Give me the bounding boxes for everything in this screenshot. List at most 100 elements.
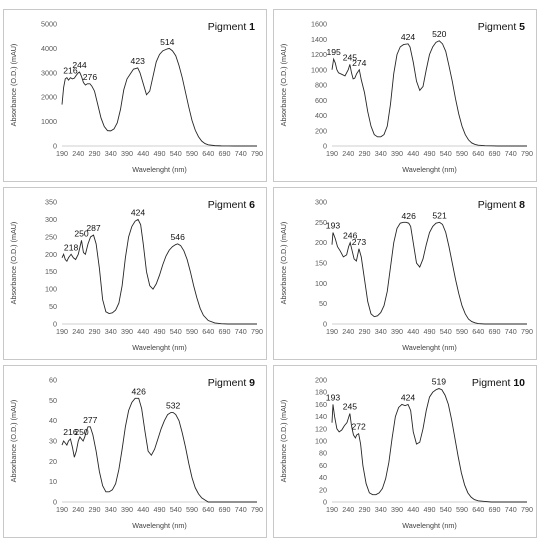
panel-title-number: 1 [249,21,255,33]
y-tick-label: 0 [323,320,327,329]
x-tick-label: 790 [521,505,533,514]
x-tick-label: 640 [472,149,484,158]
x-tick-label: 190 [326,149,338,158]
y-axis-title: Absorbance (O.D.) (mAU) [279,222,288,305]
y-tick-label: 3000 [41,68,57,77]
x-tick-label: 390 [391,505,403,514]
y-tick-label: 150 [45,267,57,276]
x-tick-label: 290 [359,327,371,336]
y-axis-title: Absorbance (O.D.) (mAU) [279,44,288,127]
peak-label: 273 [352,237,367,247]
y-tick-label: 200 [315,126,327,135]
x-tick-label: 190 [326,327,338,336]
y-tick-label: 120 [315,424,327,433]
x-tick-label: 540 [170,149,182,158]
chart-svg: 0 200 400 600 800 1000 1200 1400 1600 190 240 290 34… [279,20,533,175]
y-tick-label: 50 [49,302,57,311]
y-tick-label: 100 [315,279,327,288]
y-tick-label: 160 [315,400,327,409]
panel-title-number: 8 [519,199,525,211]
y-axis-title: Absorbance (O.D.) (mAU) [9,222,18,305]
chart-svg: 0 50 100 150 200 250 300 190 240 290 340 390 440 490 5… [279,198,533,353]
peak-label: 546 [171,232,186,242]
peak-label: 514 [160,37,175,47]
x-tick-label: 690 [219,327,231,336]
x-tick-label: 190 [56,327,68,336]
y-tick-label: 300 [315,198,327,207]
y-tick-label: 800 [315,81,327,90]
x-tick-label: 540 [440,149,452,158]
y-tick-label: 0 [53,320,57,329]
x-tick-label: 590 [186,149,198,158]
panel-title: Pigment 1 [208,21,255,33]
chart-panel: 0 50 100 150 200 250 300 190 240 290 340 390 440 490 5… [273,187,537,360]
x-tick-label: 440 [137,327,149,336]
x-tick-label: 690 [219,505,231,514]
y-tick-label: 1600 [311,20,327,29]
peak-label: 426 [402,211,417,221]
x-tick-label: 640 [202,149,214,158]
x-tick-label: 590 [186,327,198,336]
x-tick-label: 640 [472,327,484,336]
peak-label: 216 [63,427,78,437]
x-tick-label: 740 [505,327,517,336]
y-tick-label: 50 [319,299,327,308]
x-tick-label: 490 [154,505,166,514]
peak-label: 520 [432,29,447,39]
peak-label: 193 [326,392,341,402]
y-tick-label: 40 [49,416,57,425]
x-tick-label: 790 [251,505,263,514]
peak-label: 218 [64,242,79,252]
y-tick-label: 250 [45,232,57,241]
spectrum-line [331,388,527,503]
y-tick-label: 1200 [311,50,327,59]
y-tick-label: 4000 [41,44,57,53]
x-tick-label: 190 [56,149,68,158]
peak-label: 245 [343,402,358,412]
chart-svg: 0 50 100 150 200 250 300 350 190 240 290 340 390 440 4… [9,198,263,353]
peak-label: 250 [74,427,89,437]
x-tick-label: 340 [375,505,387,514]
y-tick-label: 300 [45,215,57,224]
x-tick-label: 390 [121,149,133,158]
x-tick-label: 690 [489,505,501,514]
y-tick-label: 250 [315,218,327,227]
x-axis-title: Wavelenght (nm) [402,521,456,530]
x-tick-label: 490 [154,149,166,158]
x-tick-label: 640 [202,327,214,336]
x-tick-label: 390 [391,149,403,158]
x-tick-label: 540 [440,327,452,336]
y-tick-label: 200 [45,250,57,259]
x-tick-label: 390 [391,327,403,336]
x-tick-label: 540 [170,505,182,514]
peak-label: 423 [131,56,146,66]
chart-panel: 0 20 40 60 80 100 120 140 160 180 200 190 240 290 340 3… [273,365,537,538]
spectrum-line [61,397,257,503]
peak-label: 424 [401,392,416,402]
y-tick-label: 0 [323,142,327,151]
x-tick-label: 740 [235,149,247,158]
y-tick-label: 200 [315,238,327,247]
chart-svg: 0 10 20 30 40 50 60 190 240 290 340 390 440 490 540 590… [9,376,263,531]
x-tick-label: 290 [359,149,371,158]
x-tick-label: 340 [105,505,117,514]
y-tick-label: 20 [319,485,327,494]
x-axis-title: Wavelenght (nm) [132,343,186,352]
x-tick-label: 440 [137,149,149,158]
x-tick-label: 740 [235,505,247,514]
panel-title: Pigment 9 [208,377,255,389]
x-tick-label: 590 [456,149,468,158]
panel-title: Pigment 6 [208,199,255,211]
y-tick-label: 0 [323,498,327,507]
peak-label: 276 [83,72,98,82]
x-tick-label: 290 [89,327,101,336]
x-axis-title: Wavelenght (nm) [132,521,186,530]
panel-title-number: 10 [513,377,525,389]
peak-label: 424 [401,32,416,42]
chart-panel: 0 1000 2000 3000 4000 5000 190 240 290 340 390 440 4… [3,9,267,182]
y-axis-title: Absorbance (O.D.) (mAU) [279,400,288,483]
x-tick-label: 740 [505,149,517,158]
y-axis-title: Absorbance (O.D.) (mAU) [9,400,18,483]
y-tick-label: 1000 [41,117,57,126]
x-tick-label: 240 [342,327,354,336]
